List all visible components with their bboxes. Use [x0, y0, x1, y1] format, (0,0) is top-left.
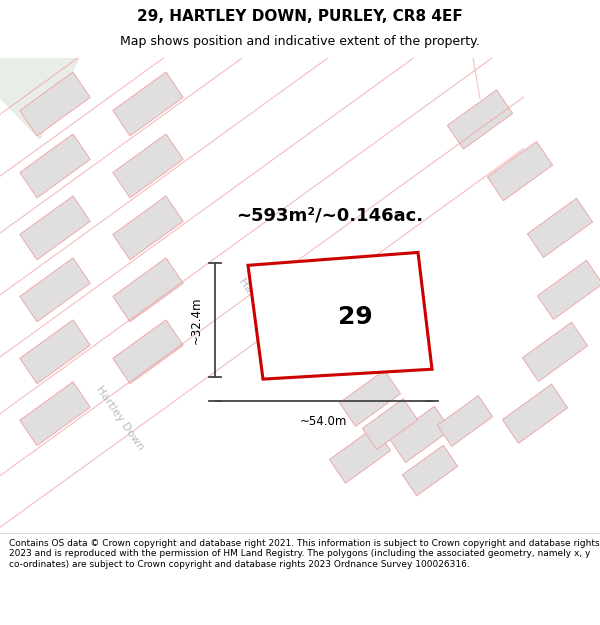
Polygon shape	[20, 72, 90, 136]
Text: 29, HARTLEY DOWN, PURLEY, CR8 4EF: 29, HARTLEY DOWN, PURLEY, CR8 4EF	[137, 9, 463, 24]
Polygon shape	[20, 320, 90, 384]
Polygon shape	[538, 260, 600, 319]
Polygon shape	[527, 198, 593, 258]
Polygon shape	[20, 258, 90, 322]
Text: ~593m²/~0.146ac.: ~593m²/~0.146ac.	[236, 207, 424, 225]
Text: Map shows position and indicative extent of the property.: Map shows position and indicative extent…	[120, 35, 480, 48]
Text: 29: 29	[338, 304, 373, 329]
Text: Hartley Down: Hartley Down	[94, 385, 146, 452]
Polygon shape	[113, 134, 183, 198]
Polygon shape	[523, 322, 587, 381]
Polygon shape	[403, 445, 458, 496]
Polygon shape	[448, 90, 512, 149]
Polygon shape	[437, 396, 493, 446]
Polygon shape	[487, 141, 553, 201]
Polygon shape	[340, 370, 401, 426]
Polygon shape	[502, 384, 568, 443]
Text: Hartley Down: Hartley Down	[237, 276, 289, 344]
Polygon shape	[113, 258, 183, 322]
Polygon shape	[329, 427, 391, 483]
Polygon shape	[20, 382, 90, 446]
Polygon shape	[20, 196, 90, 260]
Polygon shape	[248, 253, 432, 379]
Polygon shape	[113, 72, 183, 136]
Text: Contains OS data © Crown copyright and database right 2021. This information is : Contains OS data © Crown copyright and d…	[9, 539, 599, 569]
Polygon shape	[0, 58, 80, 140]
Polygon shape	[20, 134, 90, 198]
Polygon shape	[362, 399, 418, 449]
Text: ~32.4m: ~32.4m	[190, 296, 203, 344]
Text: ~54.0m: ~54.0m	[300, 416, 347, 428]
Polygon shape	[389, 406, 451, 462]
Polygon shape	[113, 320, 183, 384]
Polygon shape	[113, 196, 183, 260]
